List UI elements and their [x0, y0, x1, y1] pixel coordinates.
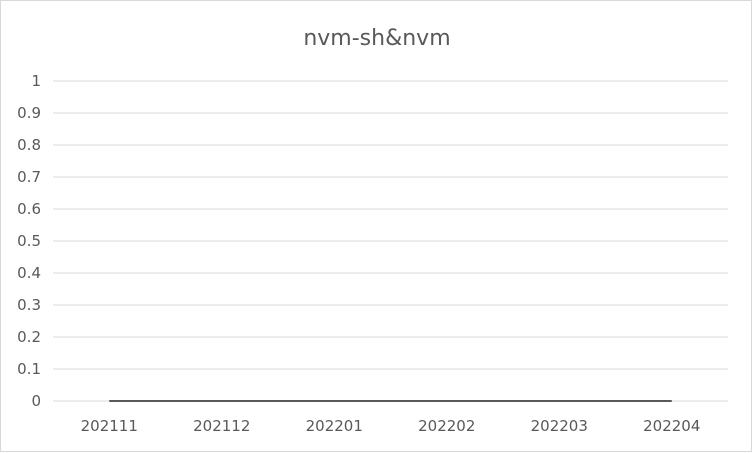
- chart-title: nvm-sh&nvm: [303, 26, 450, 51]
- y-tick-label: 0: [31, 392, 41, 410]
- y-tick-label: 0.9: [17, 104, 41, 122]
- x-axis-ticks: 202111 202112 202201 202202 202203 202204: [81, 417, 701, 435]
- x-tick-label: 202201: [306, 417, 363, 435]
- y-tick-label: 0.1: [17, 360, 41, 378]
- gridlines: [53, 80, 728, 402]
- x-tick-label: 202112: [193, 417, 250, 435]
- x-tick-label: 202204: [643, 417, 700, 435]
- y-tick-label: 0.3: [17, 296, 41, 314]
- y-tick-label: 0.8: [17, 136, 41, 154]
- y-tick-label: 1: [31, 72, 41, 90]
- x-tick-label: 202111: [81, 417, 138, 435]
- y-tick-label: 0.5: [17, 232, 41, 250]
- x-tick-label: 202203: [531, 417, 588, 435]
- y-axis-ticks: 0 0.1 0.2 0.3 0.4 0.5 0.6 0.7 0.8 0.9 1: [17, 72, 41, 410]
- y-tick-label: 0.4: [17, 264, 41, 282]
- y-tick-label: 0.7: [17, 168, 41, 186]
- y-tick-label: 0.6: [17, 200, 41, 218]
- y-tick-label: 0.2: [17, 328, 41, 346]
- x-tick-label: 202202: [418, 417, 475, 435]
